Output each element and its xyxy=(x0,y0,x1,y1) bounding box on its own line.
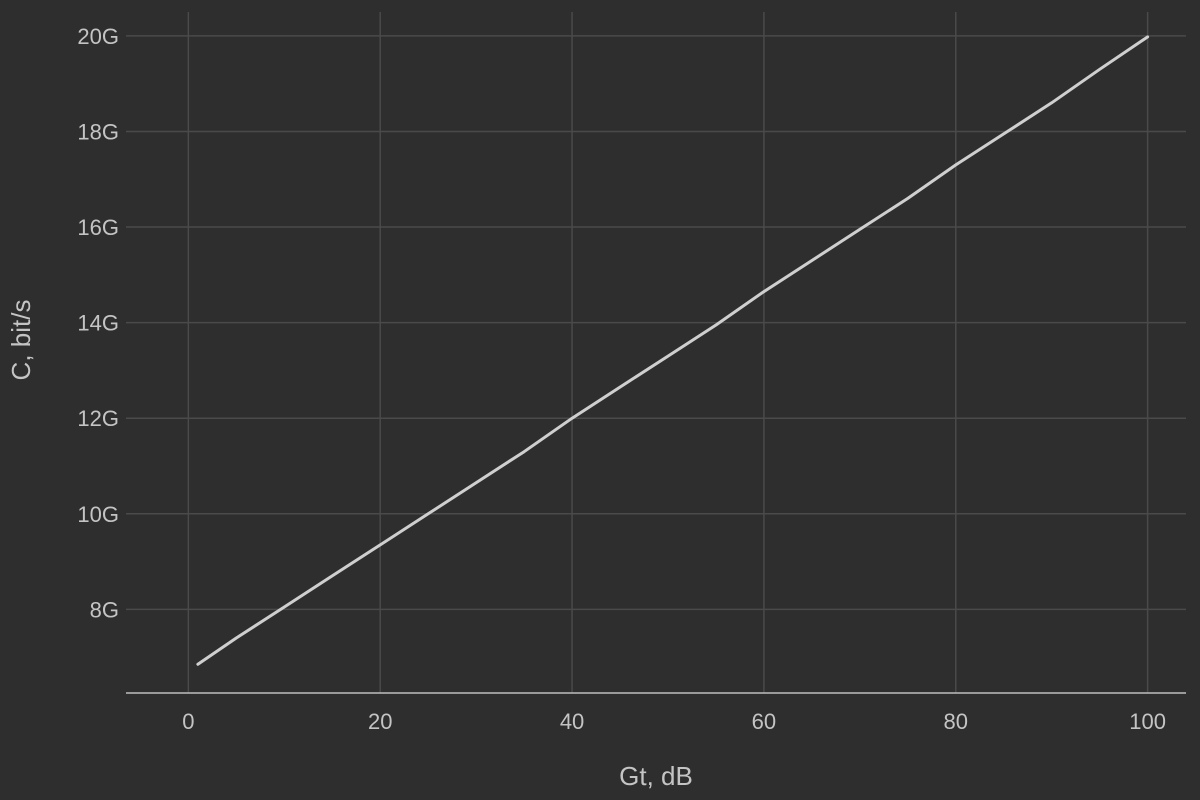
x-tick-label: 80 xyxy=(944,709,968,734)
y-tick-labels: 8G 10G 12G 14G 16G 18G 20G xyxy=(77,24,119,622)
y-tick-label: 10G xyxy=(77,502,119,527)
y-tick-label: 14G xyxy=(77,311,119,336)
x-tick-labels: 0 20 40 60 80 100 xyxy=(182,709,1166,734)
x-axis-title: Gt, dB xyxy=(619,761,693,791)
x-tick-label: 60 xyxy=(752,709,776,734)
x-tick-label: 100 xyxy=(1129,709,1166,734)
series-layer xyxy=(196,35,1150,666)
y-tick-label: 16G xyxy=(77,215,119,240)
x-tick-label: 20 xyxy=(368,709,392,734)
y-tick-label: 12G xyxy=(77,406,119,431)
x-tick-label: 40 xyxy=(560,709,584,734)
x-tick-label: 0 xyxy=(182,709,194,734)
grid-lines xyxy=(126,12,1186,693)
y-axis-title: C, bit/s xyxy=(6,300,36,381)
y-tick-label: 8G xyxy=(90,597,119,622)
series-line xyxy=(196,35,1150,666)
y-tick-label: 18G xyxy=(77,119,119,144)
y-tick-label: 20G xyxy=(77,24,119,49)
